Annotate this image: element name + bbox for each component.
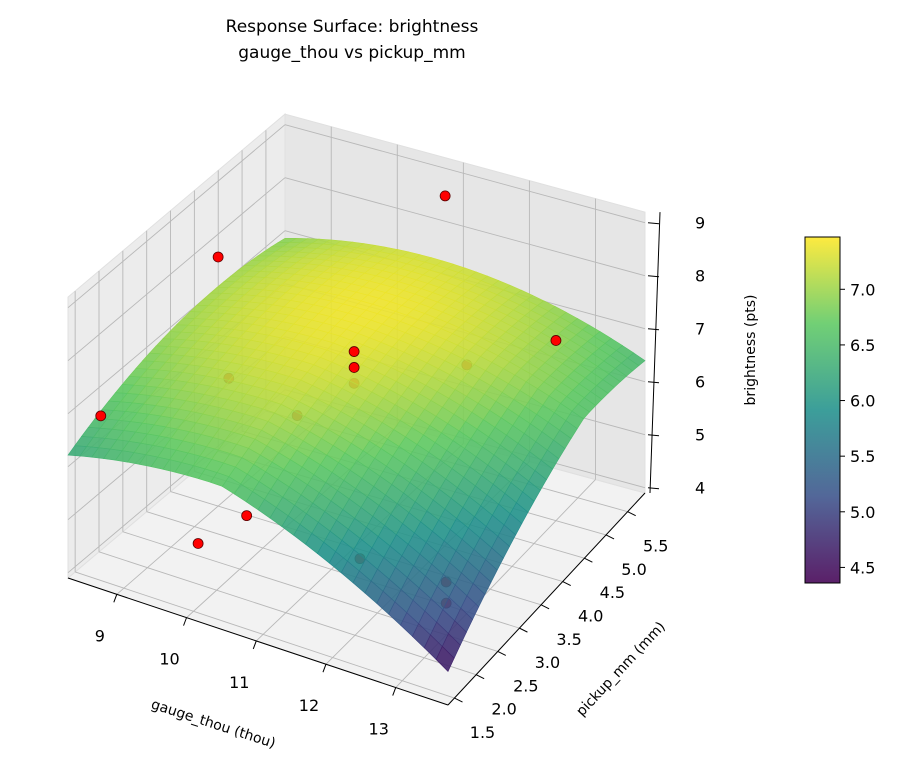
chart-title-line2: gauge_thou vs pickup_mm — [238, 43, 465, 63]
data-point — [95, 410, 107, 422]
z-tick-mark — [647, 275, 660, 278]
y-tick-label: 2.0 — [491, 700, 516, 719]
z-tick-label: 6 — [695, 373, 705, 392]
x-tick-mark — [322, 664, 327, 673]
grid-y-floor — [98, 551, 477, 676]
x-tick-label: 11 — [229, 673, 249, 692]
data-point — [348, 346, 360, 357]
z-tick-mark — [647, 487, 660, 490]
grid-z-left — [67, 124, 286, 309]
colorbar-tick-label: 6.5 — [850, 336, 875, 355]
colorbar-tick-label: 5.5 — [850, 447, 875, 466]
y-tick-label: 3.0 — [535, 653, 560, 672]
z-axis-label: brightness (pts) — [743, 295, 759, 406]
y-tick-label: 3.5 — [556, 630, 581, 649]
axes: 9 10 11 12 13 1.5 2.0 2.5 3.0 3.5 4.0 4.5 5.0 5.5 4 5 6 7… — [67, 212, 705, 742]
z-tick-label: 7 — [695, 320, 705, 339]
grid-z-left — [67, 177, 286, 362]
y-tick-label: 5.0 — [621, 560, 646, 579]
data-point — [550, 335, 562, 346]
y-axis-label: pickup_mm (mm) — [573, 619, 668, 720]
z-tick-label: 8 — [695, 267, 705, 286]
y-tick-mark — [497, 650, 507, 656]
z-tick-mark — [647, 328, 660, 331]
data-point — [439, 190, 451, 202]
x-axis-line — [67, 577, 449, 706]
y-tick-label: 5.5 — [643, 537, 668, 556]
z-tick-mark — [647, 222, 660, 225]
surface-patch — [435, 645, 455, 672]
grid-y-floor — [75, 571, 455, 699]
grid-z-back — [284, 124, 646, 224]
y-axis-line — [447, 492, 646, 706]
z-tick-label: 9 — [695, 214, 705, 233]
colorbar-tick-label: 4.5 — [850, 558, 875, 577]
y-tick-mark — [540, 604, 550, 610]
chart-title-line1: Response Surface: brightness — [226, 17, 479, 37]
y-tick-label: 1.5 — [470, 723, 495, 742]
colorbar-tick-label: 7.0 — [850, 280, 875, 299]
data-point — [348, 362, 360, 373]
colorbar-ticks: 4.5 5.0 5.5 6.0 6.5 7.0 — [840, 280, 875, 577]
points-above-surface — [95, 190, 562, 422]
data-point — [192, 538, 204, 549]
colorbar-tick-label: 5.0 — [850, 503, 875, 522]
z-tick-label: 4 — [695, 479, 705, 498]
data-point — [241, 510, 253, 522]
z-axis-line — [649, 212, 661, 494]
x-tick-label: 10 — [159, 650, 179, 669]
y-tick-mark — [627, 511, 636, 517]
x-axis-label: gauge_thou (thou) — [149, 697, 277, 752]
x-tick-mark — [252, 640, 257, 650]
y-tick-label: 2.5 — [513, 676, 538, 695]
x-tick-mark — [183, 617, 188, 626]
x-tick-mark — [113, 594, 118, 603]
y-tick-mark — [519, 627, 528, 633]
y-tick-mark — [475, 674, 485, 680]
x-tick-label: 13 — [369, 720, 389, 739]
y-tick-label: 4.5 — [600, 583, 625, 602]
data-point — [212, 251, 224, 263]
grid-z-left — [67, 230, 286, 415]
y-tick-mark — [584, 557, 593, 563]
x-tick-label: 9 — [95, 626, 105, 645]
z-tick-label: 5 — [695, 426, 705, 445]
y-tick-mark — [562, 581, 571, 586]
colorbar-tick-label: 6.0 — [850, 392, 875, 411]
z-tick-mark — [647, 434, 660, 437]
y-tick-mark — [454, 697, 463, 703]
response-surface — [67, 238, 646, 672]
colorbar — [804, 236, 841, 584]
y-tick-label: 4.0 — [578, 607, 603, 626]
x-tick-mark — [392, 687, 397, 696]
y-tick-mark — [605, 534, 615, 540]
grid-z-back — [284, 177, 646, 277]
x-tick-label: 12 — [299, 696, 319, 715]
